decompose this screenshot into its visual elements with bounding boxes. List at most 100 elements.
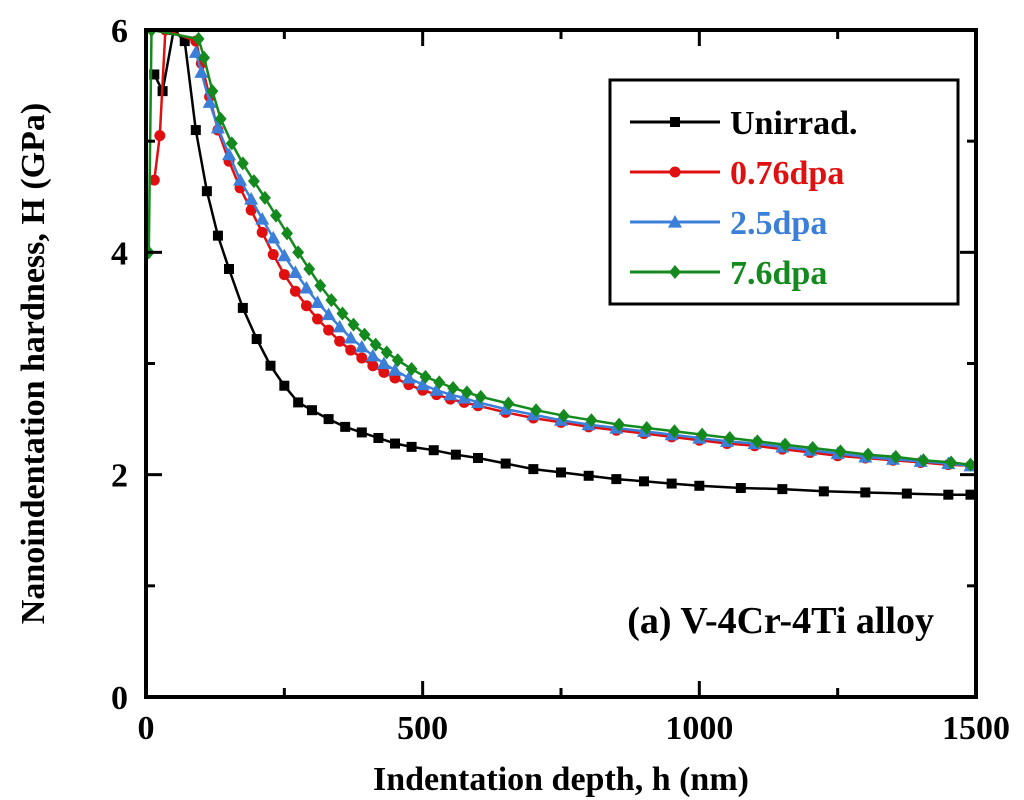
- data-point: [556, 467, 566, 478]
- data-point: [964, 457, 976, 472]
- data-point: [289, 285, 301, 297]
- legend-label: 2.5dpa: [730, 205, 827, 242]
- data-point: [639, 476, 649, 487]
- series-line: [147, 30, 971, 466]
- data-point: [380, 345, 393, 360]
- series-line: [153, 30, 971, 496]
- x-tick-label: 500: [397, 710, 448, 747]
- data-point: [354, 339, 369, 353]
- data-point: [694, 480, 705, 491]
- data-point: [256, 226, 268, 238]
- legend: Unirrad. 0.76dpa 2.5dpa 7.6dpa: [608, 78, 960, 306]
- data-point: [443, 387, 458, 401]
- data-point: [502, 396, 515, 411]
- data-point: [806, 440, 819, 455]
- data-point: [751, 434, 764, 449]
- data-point: [862, 447, 875, 462]
- data-point: [279, 380, 290, 391]
- data-point: [222, 147, 236, 161]
- data-point: [818, 486, 829, 497]
- data-point: [312, 313, 324, 325]
- data-point: [373, 432, 384, 443]
- data-point: [245, 204, 257, 216]
- data-point: [945, 455, 958, 470]
- data-point: [428, 445, 439, 456]
- data-point: [345, 344, 357, 356]
- data-point: [365, 348, 380, 362]
- data-point: [834, 444, 847, 459]
- data-point: [192, 31, 205, 46]
- data-point: [356, 352, 368, 364]
- data-point: [194, 65, 209, 78]
- legend-entry: Unirrad.: [630, 105, 858, 142]
- data-point: [779, 437, 792, 452]
- data-point: [860, 487, 871, 498]
- data-point: [358, 327, 371, 342]
- data-point: [179, 36, 190, 47]
- data-point: [202, 95, 217, 108]
- legend-entry: 7.6dpa: [630, 255, 827, 292]
- data-point: [526, 407, 541, 421]
- data-point: [668, 424, 681, 439]
- chart-annotation: (a) V-4Cr-4Ti alloy: [627, 600, 934, 642]
- data-point: [265, 360, 276, 371]
- data-point: [498, 402, 513, 415]
- data-point: [292, 245, 305, 260]
- data-point: [236, 156, 249, 171]
- data-point: [278, 269, 290, 281]
- data-point: [419, 369, 432, 384]
- y-tick-label: 2: [111, 458, 128, 495]
- series-7-6dpa: [146, 30, 976, 472]
- legend-marker: [669, 166, 681, 178]
- data-point: [307, 405, 317, 416]
- data-point: [367, 360, 379, 372]
- data-point: [391, 353, 404, 368]
- axis-layer: 0 500 1000 1500 0 2 4 6: [111, 13, 1010, 747]
- data-point: [557, 408, 570, 423]
- data-point: [554, 413, 568, 426]
- data-point: [450, 449, 461, 460]
- data-point: [340, 421, 351, 432]
- data-point: [225, 136, 238, 151]
- data-point: [611, 474, 622, 485]
- data-point: [347, 317, 360, 332]
- data-point: [735, 483, 746, 494]
- data-point: [965, 489, 976, 500]
- data-point: [901, 488, 912, 499]
- data-point: [281, 226, 294, 241]
- data-point: [447, 380, 460, 395]
- data-point: [288, 265, 303, 278]
- data-point: [356, 427, 367, 438]
- legend-entry: 2.5dpa: [630, 205, 827, 242]
- data-point: [406, 441, 417, 452]
- data-point: [266, 230, 281, 244]
- data-point: [777, 484, 788, 495]
- data-point: [255, 211, 270, 225]
- data-point: [500, 458, 511, 469]
- data-point: [267, 249, 279, 261]
- series-unirrad-: [149, 30, 976, 500]
- y-tick-label: 6: [111, 13, 128, 50]
- data-point: [277, 248, 292, 262]
- data-point: [224, 264, 234, 275]
- data-point: [247, 174, 260, 189]
- x-axis-title: Indentation depth, h (nm): [373, 761, 749, 798]
- data-point: [321, 307, 336, 321]
- data-point: [314, 278, 327, 293]
- data-point: [585, 413, 598, 428]
- data-point: [270, 208, 282, 223]
- data-point: [666, 478, 677, 489]
- y-tick-label: 0: [111, 680, 128, 717]
- x-tick-label: 0: [138, 710, 155, 747]
- data-point: [401, 370, 416, 384]
- data-point: [201, 186, 212, 197]
- data-point: [460, 385, 473, 400]
- data-point: [334, 335, 346, 347]
- data-point: [405, 362, 418, 377]
- data-point: [473, 452, 483, 463]
- data-point: [457, 390, 472, 404]
- data-point: [917, 453, 930, 468]
- data-point: [613, 417, 626, 432]
- y-tick-label: 4: [111, 235, 128, 272]
